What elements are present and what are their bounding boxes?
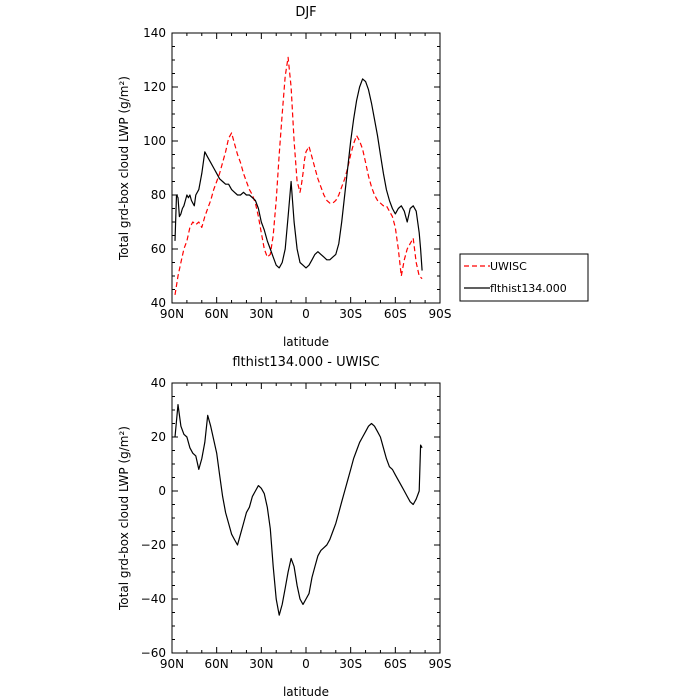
- top-x-tick-label: 30S: [339, 307, 362, 321]
- legend-label-flthist: flthist134.000: [490, 282, 567, 295]
- bottom-x-tick-label: 0: [302, 657, 310, 671]
- top-series-line-1: [174, 78, 423, 271]
- top-x-tick-label: 60N: [205, 307, 229, 321]
- bottom-y-axis-label: Total grd-box cloud LWP (g/m²): [117, 426, 131, 611]
- bottom-x-axis-label: latitude: [283, 685, 329, 699]
- bottom-y-tick-label: −40: [141, 592, 166, 606]
- top-y-axis-label: Total grd-box cloud LWP (g/m²): [117, 76, 131, 261]
- bottom-panel: flthist134.000 - UWISC Total grd-box clo…: [117, 355, 451, 699]
- top-series-line-0: [174, 56, 423, 295]
- top-y-tick-label: 80: [151, 188, 166, 202]
- top-x-tick-label: 90S: [429, 307, 452, 321]
- top-x-tick-label: 60S: [384, 307, 407, 321]
- bottom-x-tick-label: 90N: [160, 657, 184, 671]
- top-x-tick-label: 90N: [160, 307, 184, 321]
- bottom-y-tick-label: 0: [158, 484, 166, 498]
- bottom-chart-title: flthist134.000 - UWISC: [232, 355, 379, 370]
- legend-box: [459, 253, 589, 302]
- bottom-x-tick-label: 30S: [339, 657, 362, 671]
- top-x-tick-label: 0: [302, 307, 310, 321]
- top-y-tick-label: 120: [143, 80, 166, 94]
- bottom-x-tick-label: 60S: [384, 657, 407, 671]
- top-x-tick-label: 30N: [249, 307, 273, 321]
- legend-label-uwisc: UWISC: [490, 260, 527, 273]
- bottom-series-line-0: [174, 404, 423, 616]
- bottom-x-tick-label: 90S: [429, 657, 452, 671]
- top-series: [174, 56, 423, 295]
- bottom-plot-frame: [171, 382, 441, 654]
- bottom-y-tick-label: −20: [141, 538, 166, 552]
- top-ticks: 90N 60N 30N 0 30S 60S 90S 40 60 80 100 120 140: [143, 26, 451, 321]
- top-chart-title: DJF: [295, 5, 316, 20]
- bottom-y-tick-label: 40: [151, 376, 166, 390]
- bottom-y-tick-label: −60: [141, 646, 166, 660]
- top-x-axis-label: latitude: [283, 335, 329, 349]
- bottom-y-tick-label: 20: [151, 430, 166, 444]
- top-plot-frame: [171, 32, 441, 304]
- bottom-series: [174, 404, 423, 616]
- top-y-tick-label: 60: [151, 242, 166, 256]
- bottom-x-tick-label: 60N: [205, 657, 229, 671]
- bottom-ticks: 90N 60N 30N 0 30S 60S 90S −60 −40 −20 0 20 40: [141, 376, 452, 671]
- bottom-x-tick-label: 30N: [249, 657, 273, 671]
- top-y-tick-label: 100: [143, 134, 166, 148]
- top-panel: DJF Total grd-box cloud LWP (g/m²) latit…: [117, 5, 451, 349]
- top-y-tick-label: 140: [143, 26, 166, 40]
- top-y-tick-label: 40: [151, 296, 166, 310]
- legend: UWISC flthist134.000: [459, 253, 589, 302]
